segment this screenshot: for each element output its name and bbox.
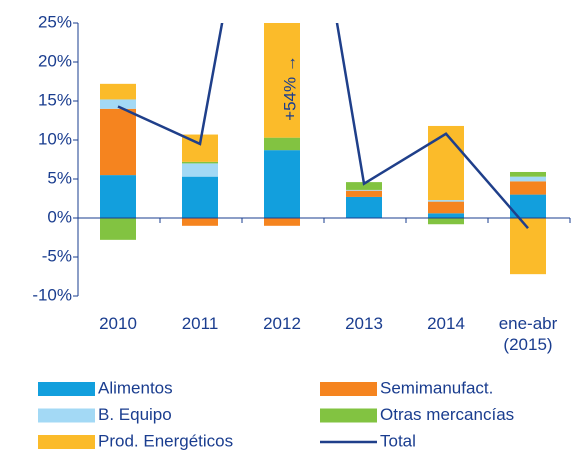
legend-label: Prod. Energéticos [98,431,233,450]
legend-label: Total [380,431,416,450]
y-tick-label: 20% [38,51,72,70]
bar-segment [182,163,218,177]
y-tick-label: 15% [38,90,72,109]
y-tick-label: 0% [47,207,72,226]
legend-label: B. Equipo [98,405,172,424]
y-tick-label: -10% [32,285,72,304]
bar-segment [182,218,218,226]
bar-segment [510,181,546,195]
legend-swatch [320,382,377,396]
total-line [117,23,529,229]
legend-label: Semimanufact. [380,378,493,397]
bar-segment [264,137,300,151]
bar-segment [182,161,218,164]
legend-swatch [38,382,95,396]
bar-segment [100,99,136,109]
bar-segment [510,194,546,218]
bar-segment [264,23,300,138]
legend-label: Alimentos [98,378,173,397]
y-tick-label: -5% [42,246,72,265]
bar-segment [510,171,546,177]
bar-segment [100,83,136,100]
bar-segment [428,200,464,202]
legend-label: Otras mercancías [380,405,514,424]
bar-segment [264,218,300,226]
y-tick-label: 10% [38,129,72,148]
x-tick-label: 2014 [427,314,465,333]
bar-segment [182,176,218,218]
legend-swatch [38,435,95,449]
y-tick-label: 5% [47,168,72,187]
bar-segment [428,201,464,214]
bar-segment [346,189,382,191]
bar-segment [428,125,464,201]
bar-segment [264,150,300,218]
legend-swatch [320,408,377,423]
x-tick-label: 2011 [181,314,219,333]
bar-segment [346,196,382,218]
bar-segment [428,218,464,225]
bar-segment [100,175,136,218]
y-tick-label: 25% [38,12,72,31]
bar-segment [428,213,464,218]
bar-segment [346,190,382,197]
bar-segment [346,182,382,190]
x-tick-label: 2010 [99,314,137,333]
bar-segment [100,218,136,240]
x-tick-label: 2013 [345,314,383,333]
bar-segment [100,108,136,176]
legend-swatch [38,408,95,423]
x-tick-label: ene-abr (2015) [498,314,558,354]
annotation: +54% → [280,55,299,121]
bar-segment [510,176,546,182]
x-tick-label: 2012 [263,314,301,333]
